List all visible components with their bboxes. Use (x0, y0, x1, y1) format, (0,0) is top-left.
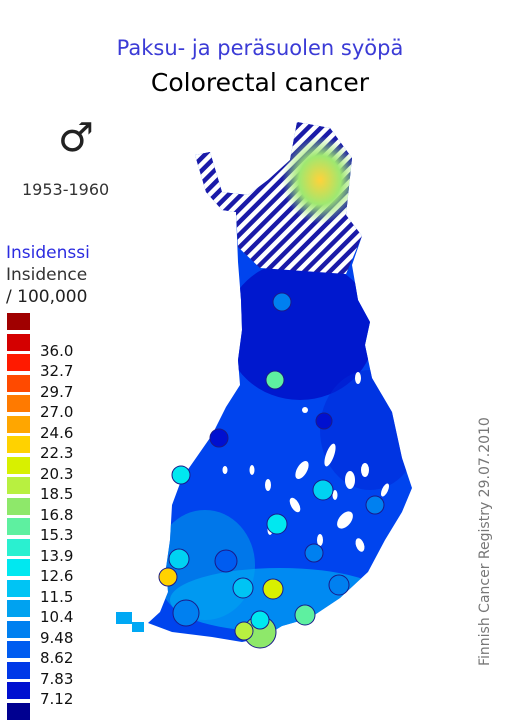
city-marker-vaasa (171, 465, 191, 485)
lakes (222, 372, 390, 552)
legend-label: 16.8 (40, 505, 74, 524)
credit-text: Finnish Cancer Registry 29.07.2010 (477, 417, 493, 666)
legend-label: 12.6 (40, 567, 74, 585)
city-marker-porvoo (250, 610, 270, 630)
city-marker-kajaani (315, 412, 333, 430)
lapland-hotspot (282, 136, 358, 224)
legend-title-english: Insidence (6, 265, 88, 285)
city-marker-kotka (294, 604, 316, 626)
city-marker-pori (168, 548, 190, 570)
city-marker-tampere (214, 549, 238, 573)
legend-swatch (7, 456, 30, 474)
legend-swatch (7, 333, 30, 351)
legend-label: 29.7 (40, 382, 74, 401)
legend-title-finnish: Insidenssi (6, 243, 90, 263)
legend-swatch (7, 600, 30, 617)
city-marker-oulu-region (272, 292, 292, 312)
lapland-hatched-region (195, 122, 362, 274)
legend-label: 13.9 (40, 546, 74, 565)
legend-label: 11.5 (40, 587, 74, 606)
legend-unit: / 100,000 (6, 287, 88, 307)
region-south-coast (170, 568, 390, 632)
legend-swatch (7, 477, 30, 494)
legend-label: 24.6 (40, 423, 74, 442)
city-marker-oulu (265, 370, 285, 390)
legend-label: 10.4 (40, 608, 74, 626)
legend-swatch (7, 702, 30, 720)
city-marker-mikkeli (304, 543, 324, 563)
city-marker-rauma (158, 567, 178, 587)
legend-label: 7.83 (40, 669, 74, 688)
islands (116, 612, 144, 632)
city-marker-kokkola (209, 428, 229, 448)
legend-label: 20.3 (40, 464, 74, 483)
city-marker-hameenlinna (232, 577, 254, 599)
legend-swatch (7, 497, 30, 515)
legend-swatch (7, 415, 30, 433)
city-marker-espoo (234, 621, 254, 641)
city-marker-jyvaskyla (266, 513, 288, 535)
legend-swatch (7, 395, 30, 412)
period-label: 1953-1960 (22, 180, 110, 199)
legend-label: 8.62 (40, 649, 74, 667)
legend-swatch (7, 661, 30, 679)
legend-label: 36.0 (40, 341, 74, 360)
legend-swatch (7, 682, 30, 699)
legend-swatch (7, 538, 30, 556)
legend-label: 9.48 (40, 628, 74, 647)
legend-swatch (7, 436, 30, 453)
legend-swatch (7, 579, 30, 597)
finland-incidence-map (116, 122, 412, 649)
region-east-interior (320, 370, 412, 490)
legend-swatch (7, 313, 30, 330)
city-marker-lahti (262, 578, 284, 600)
legend-label: 15.3 (40, 526, 74, 544)
legend-label: 32.7 (40, 362, 74, 380)
legend-swatch (7, 354, 30, 371)
municipality-markers (158, 292, 385, 649)
legend-swatch (7, 374, 30, 392)
city-marker-joensuu (365, 495, 385, 515)
legend-label: 18.5 (40, 485, 74, 503)
region-north-interior (225, 260, 375, 400)
male-symbol-icon: ♂ (58, 115, 94, 161)
legend-label: 27.0 (40, 403, 74, 421)
title-english: Colorectal cancer (150, 68, 370, 97)
city-marker-kuopio (312, 479, 334, 501)
title-finnish: Paksu- ja peräsuolen syöpä (116, 36, 404, 60)
legend-swatch (7, 620, 30, 638)
legend-swatch (7, 559, 30, 576)
city-marker-lappeenranta (328, 574, 350, 596)
legend-label: 22.3 (40, 444, 74, 462)
legend-swatch (7, 641, 30, 658)
legend-swatch (7, 518, 30, 535)
city-marker-turku (172, 599, 200, 627)
